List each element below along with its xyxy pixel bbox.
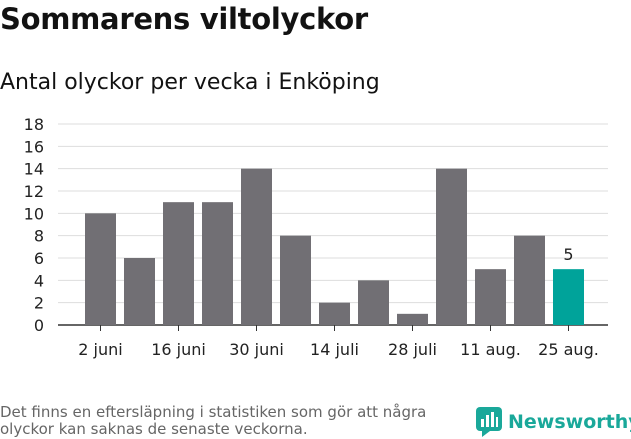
- bar: [202, 202, 233, 325]
- x-tick-label: 16 juni: [151, 340, 206, 359]
- bar: [397, 313, 428, 325]
- x-tick-label: 14 juli: [310, 340, 359, 359]
- y-axis-ticks: 0 2 4 6 8 10 12 14 16 18: [24, 115, 44, 335]
- bar: [475, 269, 506, 325]
- y-tick-label: 8: [34, 227, 44, 246]
- bar: [319, 302, 350, 325]
- x-tick-label: 28 juli: [388, 340, 437, 359]
- y-tick-label: 0: [34, 316, 44, 335]
- bar: [280, 235, 311, 325]
- newsworthy-logo-icon: [476, 407, 502, 437]
- footnote: Det finns en eftersläpning i statistiken…: [0, 403, 427, 438]
- data-label: 5: [563, 245, 573, 264]
- chart-title: Sommarens viltolyckor: [0, 2, 368, 36]
- bar: [514, 235, 545, 325]
- x-tick-label: 30 juni: [229, 340, 284, 359]
- bar: [436, 168, 467, 325]
- bar: [358, 280, 389, 325]
- y-tick-label: 6: [34, 249, 44, 268]
- x-axis-ticks: 2 juni 16 juni 30 juni 14 juli 28 juli 11 aug…: [78, 325, 599, 359]
- y-tick-label: 14: [24, 160, 44, 179]
- y-tick-label: 12: [24, 182, 44, 201]
- x-tick-label: 11 aug.: [460, 340, 521, 359]
- chart-subtitle: Antal olyckor per vecka i Enköping: [0, 70, 380, 95]
- brand-name: Newsworthy: [508, 411, 631, 433]
- bar: [85, 213, 116, 325]
- bar-chart: 0 2 4 6 8 10 12 14 16 18 2 juni 16 juni 30 juni 14 j…: [24, 115, 608, 359]
- y-tick-label: 2: [34, 294, 44, 313]
- bar: [241, 168, 272, 325]
- data-labels: 5: [563, 245, 573, 264]
- y-tick-label: 18: [24, 115, 44, 134]
- bars: [85, 168, 584, 325]
- bar: [124, 258, 155, 325]
- bar: [163, 202, 194, 325]
- brand-logo: Newsworthy: [476, 407, 631, 437]
- y-tick-label: 16: [24, 137, 44, 156]
- x-tick-label: 2 juni: [78, 340, 122, 359]
- x-tick-label: 25 aug.: [538, 340, 599, 359]
- y-tick-label: 10: [24, 204, 44, 223]
- bar: [553, 269, 584, 325]
- y-tick-label: 4: [34, 271, 44, 290]
